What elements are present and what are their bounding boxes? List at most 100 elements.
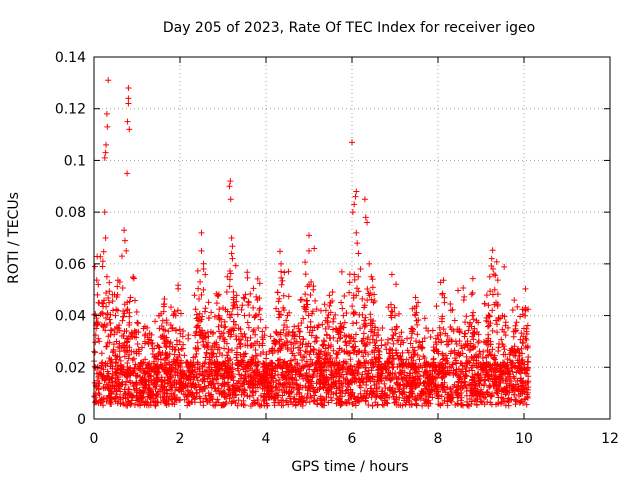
data-point (401, 397, 408, 404)
data-point (378, 337, 385, 344)
data-point (313, 306, 320, 313)
data-point (352, 402, 359, 409)
data-point (302, 341, 309, 348)
data-point (209, 350, 216, 357)
data-point (142, 331, 149, 338)
data-point (158, 362, 165, 369)
data-point (103, 110, 110, 117)
data-point (127, 401, 134, 408)
data-point (213, 300, 220, 307)
data-point (353, 229, 360, 236)
data-point (470, 362, 477, 369)
data-point (311, 397, 318, 404)
data-point (102, 149, 109, 156)
data-point (112, 366, 119, 373)
data-point (218, 388, 225, 395)
data-point (96, 338, 103, 345)
data-point (301, 353, 308, 360)
data-point (349, 209, 356, 216)
data-point (190, 354, 197, 361)
data-point (131, 327, 138, 334)
data-point (348, 362, 355, 369)
data-point (318, 371, 325, 378)
data-point (117, 400, 124, 407)
data-point (483, 314, 490, 321)
data-point (501, 313, 508, 320)
data-point (296, 390, 303, 397)
data-point (361, 317, 368, 324)
data-point (352, 375, 359, 382)
y-tick-label: 0.12 (55, 102, 86, 118)
data-point (486, 382, 493, 389)
data-point (225, 390, 232, 397)
data-point (128, 330, 135, 337)
data-point (338, 371, 345, 378)
data-point (100, 396, 107, 403)
data-point (475, 364, 482, 371)
data-point (226, 283, 233, 290)
data-point (353, 319, 360, 326)
data-point (486, 322, 493, 329)
data-point (314, 386, 321, 393)
data-point (360, 330, 367, 337)
data-point (449, 306, 456, 313)
data-point (284, 324, 291, 331)
data-point (304, 324, 311, 331)
data-point (440, 277, 447, 284)
data-point (308, 332, 315, 339)
data-point (333, 400, 340, 407)
data-point (369, 359, 376, 366)
data-point (126, 386, 133, 393)
data-point (119, 284, 126, 291)
data-point (154, 374, 161, 381)
data-point (335, 331, 342, 338)
data-point (273, 328, 280, 335)
data-point (204, 329, 211, 336)
data-point (117, 365, 124, 372)
data-point (228, 347, 235, 354)
data-point (476, 382, 483, 389)
data-point (329, 289, 336, 296)
data-point (199, 313, 206, 320)
data-point (423, 391, 430, 398)
data-point (465, 403, 472, 410)
data-point (508, 365, 515, 372)
data-point (223, 289, 230, 296)
data-point (461, 378, 468, 385)
data-point (327, 394, 334, 401)
data-point (339, 305, 346, 312)
data-point (248, 361, 255, 368)
data-point (235, 367, 242, 374)
data-point (224, 273, 231, 280)
data-point (103, 273, 110, 280)
data-point (459, 345, 466, 352)
data-point (374, 401, 381, 408)
data-point (437, 329, 444, 336)
data-point (134, 397, 141, 404)
data-point (396, 333, 403, 340)
data-point (253, 293, 260, 300)
data-point (390, 332, 397, 339)
data-point (471, 325, 478, 332)
data-point (238, 306, 245, 313)
data-point (215, 292, 222, 299)
data-point (143, 378, 150, 385)
data-point (510, 384, 517, 391)
data-point (113, 356, 120, 363)
data-point (250, 304, 257, 311)
data-point (255, 360, 262, 367)
data-point (140, 393, 147, 400)
data-point (172, 372, 179, 379)
data-point (525, 359, 532, 366)
data-point (120, 313, 127, 320)
data-point (241, 391, 248, 398)
data-point (102, 235, 109, 241)
data-point (474, 329, 481, 336)
data-point (323, 331, 330, 338)
data-point (436, 324, 443, 331)
data-point (351, 271, 358, 278)
data-point (408, 383, 415, 390)
data-point (281, 388, 288, 395)
data-point (204, 343, 211, 350)
data-point (104, 360, 111, 367)
